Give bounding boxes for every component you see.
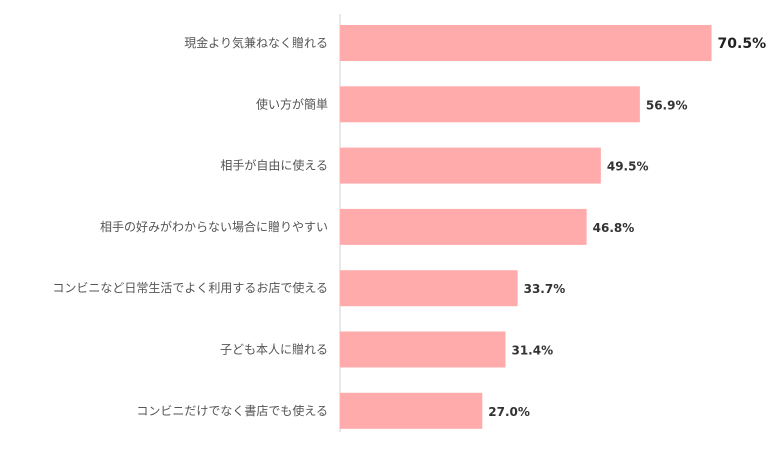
category-label-3: 相手が自由に使える (220, 158, 328, 173)
category-label-1: 現金より気兼ねなく贈れる (184, 35, 328, 50)
bar-2 (340, 86, 640, 123)
value-label-2: 56.9% (646, 98, 688, 112)
bar-3 (340, 147, 601, 184)
value-label-7: 27.0% (488, 405, 530, 419)
category-label-4: 相手の好みがわからない場合に贈りやすい (100, 219, 328, 234)
bar-6 (340, 331, 506, 368)
category-label-7: コンビニだけでなく書店でも使える (136, 403, 328, 418)
category-label-5: コンビニなど日常生活でよく利用するお店で使える (52, 280, 328, 295)
bar-1 (340, 25, 712, 61)
category-label-6: 子ども本人に贈れる (220, 342, 328, 357)
category-label-2: 使い方が簡単 (256, 96, 328, 111)
value-label-1: 70.5% (718, 36, 767, 52)
labels-layer: 現金より気兼ねなく贈れる 70.5% 使い方が簡単 56.9% 相手が自由に使える 49.… (52, 35, 766, 419)
value-label-4: 46.8% (593, 221, 635, 235)
value-label-3: 49.5% (607, 160, 649, 174)
bar-7 (340, 392, 483, 429)
bar-4 (340, 208, 587, 245)
value-label-6: 31.4% (511, 344, 553, 358)
bar-5 (340, 270, 518, 307)
value-label-5: 33.7% (524, 282, 566, 296)
bars-layer (340, 25, 712, 429)
